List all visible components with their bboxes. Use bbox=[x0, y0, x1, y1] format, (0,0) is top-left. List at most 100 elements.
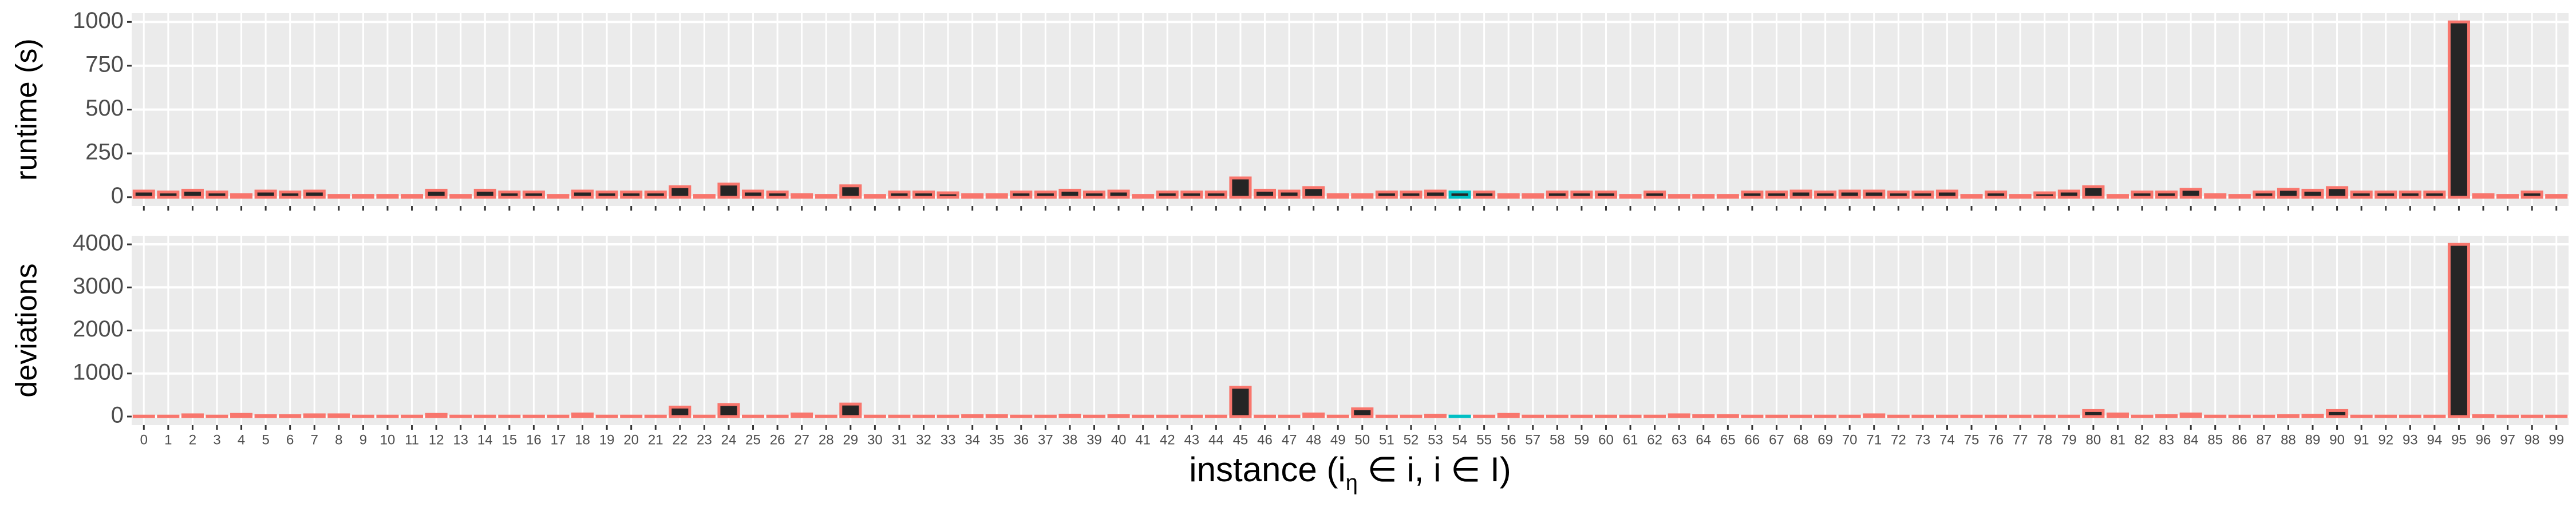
x-tick-label: 52 bbox=[1404, 432, 1419, 447]
bar bbox=[1692, 194, 1715, 199]
bar bbox=[2301, 414, 2324, 418]
bar bbox=[815, 414, 837, 418]
bar bbox=[1668, 413, 1690, 418]
bar bbox=[2228, 194, 2251, 199]
x-tick-label: 39 bbox=[1086, 432, 1102, 447]
bar bbox=[1278, 414, 1301, 418]
x-tick-label: 42 bbox=[1160, 432, 1175, 447]
x-tick-label: 53 bbox=[1428, 432, 1443, 447]
x-tick-label: 25 bbox=[745, 432, 761, 447]
bar bbox=[1326, 193, 1349, 199]
bar bbox=[376, 194, 399, 199]
x-tick-label: 50 bbox=[1354, 432, 1370, 447]
bar bbox=[669, 185, 692, 199]
x-tick-label: 86 bbox=[2232, 432, 2247, 447]
bar bbox=[2033, 191, 2056, 199]
bar bbox=[1911, 414, 1934, 418]
bar bbox=[473, 414, 496, 418]
x-tick-label: 19 bbox=[599, 432, 615, 447]
bar bbox=[327, 194, 350, 199]
x-axis-title-part: η bbox=[1346, 471, 1358, 495]
bar bbox=[888, 190, 911, 199]
x-tick-label: 55 bbox=[1476, 432, 1492, 447]
x-tick-label: 89 bbox=[2305, 432, 2321, 447]
bar bbox=[181, 188, 204, 199]
x-tick-label: 51 bbox=[1379, 432, 1394, 447]
bar bbox=[425, 188, 448, 199]
x-tick-label: 94 bbox=[2427, 432, 2443, 447]
bar bbox=[985, 414, 1008, 418]
bar bbox=[2496, 414, 2519, 418]
bar bbox=[2253, 414, 2275, 418]
bar bbox=[327, 413, 350, 418]
bar bbox=[473, 188, 496, 199]
bar bbox=[839, 402, 862, 418]
bar bbox=[1960, 414, 1983, 418]
bar bbox=[2545, 194, 2568, 199]
bar bbox=[1424, 414, 1447, 418]
bar bbox=[279, 190, 302, 199]
bar bbox=[1789, 414, 1812, 418]
bar bbox=[1789, 189, 1812, 199]
bar bbox=[2179, 412, 2202, 418]
bar bbox=[1180, 190, 1203, 199]
bar bbox=[1010, 414, 1033, 418]
bar bbox=[1253, 414, 1277, 418]
bar bbox=[498, 190, 521, 199]
bar bbox=[1400, 414, 1423, 418]
bar bbox=[132, 414, 155, 418]
x-tick-label: 40 bbox=[1111, 432, 1127, 447]
bar bbox=[961, 193, 984, 199]
x-tick-label: 96 bbox=[2476, 432, 2491, 447]
bar bbox=[1887, 414, 1910, 418]
x-tick-label: 63 bbox=[1672, 432, 1687, 447]
x-tick-label: 82 bbox=[2135, 432, 2150, 447]
bar bbox=[1960, 194, 1983, 199]
bar bbox=[1570, 190, 1593, 199]
x-tick-label: 36 bbox=[1013, 432, 1029, 447]
bar bbox=[2131, 414, 2154, 418]
bar bbox=[766, 190, 789, 199]
x-tick-label: 16 bbox=[526, 432, 542, 447]
y-tick-label: 750 bbox=[85, 52, 124, 77]
x-tick-label: 38 bbox=[1062, 432, 1078, 447]
x-tick-label: 3 bbox=[213, 432, 220, 447]
bar bbox=[547, 414, 570, 418]
x-tick-label: 84 bbox=[2183, 432, 2199, 447]
y-tick-label: 0 bbox=[111, 183, 124, 208]
bar bbox=[2399, 414, 2421, 418]
bar bbox=[1497, 193, 1520, 199]
x-tick-label: 54 bbox=[1452, 432, 1468, 447]
bar bbox=[1034, 414, 1057, 418]
bar bbox=[620, 190, 643, 199]
bar bbox=[863, 414, 886, 418]
bar bbox=[2520, 190, 2543, 199]
bar bbox=[1814, 414, 1837, 418]
bar bbox=[2009, 414, 2032, 418]
bar bbox=[1838, 189, 1861, 199]
y-tick-label: 1000 bbox=[73, 8, 124, 33]
x-tick-label: 46 bbox=[1257, 432, 1273, 447]
bar bbox=[2447, 20, 2470, 199]
x-tick-label: 17 bbox=[551, 432, 566, 447]
bar bbox=[1010, 190, 1033, 199]
x-tick-label: 21 bbox=[648, 432, 663, 447]
bar bbox=[1082, 414, 1106, 418]
x-tick-label: 61 bbox=[1623, 432, 1638, 447]
bar bbox=[1058, 188, 1081, 199]
x-tick-label: 79 bbox=[2061, 432, 2077, 447]
x-tick-label: 80 bbox=[2086, 432, 2101, 447]
bar bbox=[1887, 190, 1910, 199]
bar bbox=[1156, 190, 1179, 199]
bar bbox=[303, 413, 326, 418]
bar bbox=[425, 413, 448, 418]
bar bbox=[2496, 194, 2519, 199]
x-tick-label: 88 bbox=[2281, 432, 2296, 447]
x-tick-label: 7 bbox=[311, 432, 318, 447]
x-tick-label: 65 bbox=[1720, 432, 1736, 447]
bar bbox=[1643, 190, 1666, 199]
bar bbox=[1594, 414, 1618, 418]
x-tick-label: 67 bbox=[1769, 432, 1784, 447]
bar bbox=[498, 414, 521, 418]
bar bbox=[1448, 414, 1471, 418]
